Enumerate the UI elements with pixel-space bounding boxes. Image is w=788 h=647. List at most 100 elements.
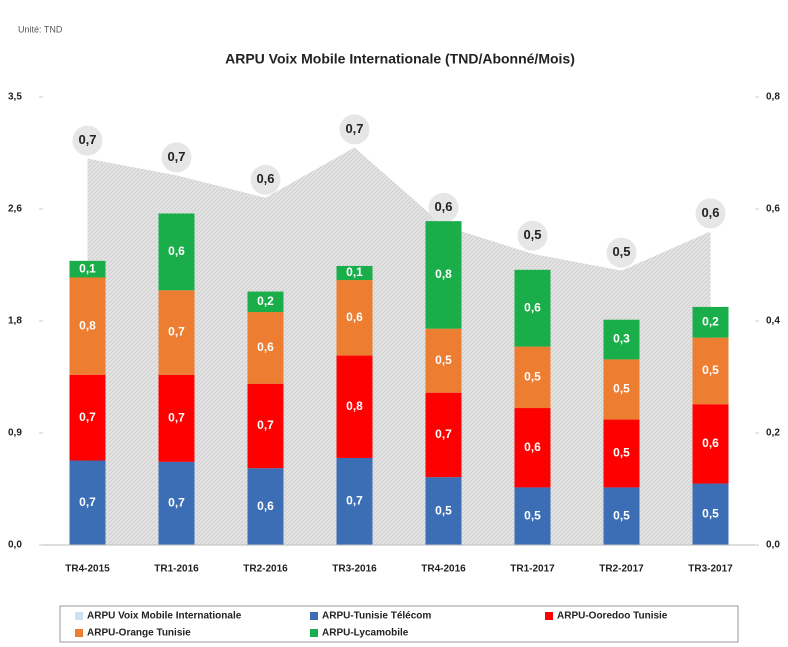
label-bubble xyxy=(72,125,103,156)
area-value-label: 0,5 xyxy=(612,244,630,259)
bar-value-label: 0,7 xyxy=(79,495,96,509)
legend-label: ARPU-Ooredoo Tunisie xyxy=(557,611,668,622)
y2-tick-label: 0,0 xyxy=(766,540,780,551)
bar-segment xyxy=(158,461,195,545)
bar-value-label: 0,7 xyxy=(168,410,185,424)
bar-value-label: 0,7 xyxy=(168,496,185,510)
bar-value-label: 0,5 xyxy=(613,446,630,460)
bar-segment xyxy=(158,374,195,462)
bar-value-label: 0,6 xyxy=(257,499,274,513)
bar-segment xyxy=(692,337,729,405)
area-value-label: 0,5 xyxy=(523,227,541,242)
legend-label: ARPU-Orange Tunisie xyxy=(87,628,191,639)
legend-swatch xyxy=(545,612,553,620)
bar-segment xyxy=(692,483,729,545)
bar-value-label: 0,5 xyxy=(435,503,452,517)
area-value-label: 0,7 xyxy=(167,149,185,164)
label-bubble xyxy=(250,164,281,195)
legend-swatch xyxy=(75,629,83,637)
x-tick-label: TR1-2017 xyxy=(510,564,555,575)
bar-segment xyxy=(425,328,462,393)
label-bubble xyxy=(428,192,459,223)
legend-label: ARPU-Lycamobile xyxy=(322,628,409,639)
bar-segment xyxy=(425,221,462,329)
x-tick-label: TR1-2016 xyxy=(154,564,199,575)
label-bubble xyxy=(517,220,548,251)
bar-value-label: 0,3 xyxy=(613,332,630,346)
area-value-label: 0,6 xyxy=(256,171,274,186)
bar-segment xyxy=(514,269,551,347)
unit-note: Unité: TND xyxy=(18,24,63,34)
bar-value-label: 0,5 xyxy=(613,382,630,396)
area-value-label: 0,6 xyxy=(434,199,452,214)
bar-value-label: 0,8 xyxy=(346,399,363,413)
y-tick-label: 0,9 xyxy=(8,428,22,439)
label-bubble xyxy=(161,142,192,173)
bar-segment xyxy=(425,392,462,478)
bar-segment xyxy=(692,404,729,484)
bar-segment xyxy=(69,277,106,375)
bar-segment xyxy=(514,346,551,409)
bar-segment xyxy=(336,265,373,281)
bar-value-label: 0,2 xyxy=(257,294,274,308)
bar-value-label: 0,5 xyxy=(435,353,452,367)
y-tick-label: 2,6 xyxy=(8,204,22,215)
area-value-label: 0,6 xyxy=(701,205,719,220)
bar-segment xyxy=(514,487,551,545)
y-tick-label: 3,5 xyxy=(8,92,22,103)
bar-segment xyxy=(603,419,640,488)
bar-segment xyxy=(336,457,373,545)
bar-segment xyxy=(247,291,284,313)
chart-title: ARPU Voix Mobile Internationale (TND/Abo… xyxy=(225,51,575,67)
y-tick-label: 0,0 xyxy=(8,540,22,551)
y-tick-label: 1,8 xyxy=(8,316,22,327)
y2-tick-label: 0,2 xyxy=(766,428,780,439)
legend-box xyxy=(59,605,739,643)
legend-label: ARPU-Tunisie Télécom xyxy=(322,611,431,622)
bar-segment xyxy=(336,280,373,356)
y2-tick-label: 0,8 xyxy=(766,92,780,103)
bar-value-label: 0,2 xyxy=(702,314,719,328)
bar-value-label: 0,5 xyxy=(524,369,541,383)
bar-value-label: 0,7 xyxy=(257,418,274,432)
bar-value-label: 0,1 xyxy=(79,261,96,275)
bar-value-label: 0,5 xyxy=(702,506,719,520)
y2-tick-label: 0,6 xyxy=(766,204,780,215)
bar-segment xyxy=(514,408,551,488)
x-tick-label: TR4-2015 xyxy=(65,564,110,575)
x-tick-label: TR4-2016 xyxy=(421,564,466,575)
bar-segment xyxy=(158,290,195,375)
bar-value-label: 0,8 xyxy=(79,318,96,332)
bar-value-label: 0,7 xyxy=(168,325,185,339)
x-tick-label: TR2-2016 xyxy=(243,564,288,575)
bar-segment xyxy=(336,355,373,458)
bar-value-label: 0,6 xyxy=(346,310,363,324)
bar-value-label: 0,8 xyxy=(435,267,452,281)
bar-segment xyxy=(425,477,462,545)
bar-value-label: 0,5 xyxy=(524,508,541,522)
label-bubble xyxy=(606,237,637,268)
x-tick-label: TR3-2017 xyxy=(688,564,733,575)
legend-swatch xyxy=(310,629,318,637)
area-value-label: 0,7 xyxy=(78,132,96,147)
bar-value-label: 0,6 xyxy=(168,244,185,258)
legend-swatch xyxy=(310,612,318,620)
bar-value-label: 0,5 xyxy=(702,363,719,377)
area-value-label: 0,7 xyxy=(345,121,363,136)
bar-value-label: 0,7 xyxy=(79,410,96,424)
bar-value-label: 0,6 xyxy=(257,340,274,354)
x-tick-label: TR2-2017 xyxy=(599,564,644,575)
bar-value-label: 0,7 xyxy=(346,494,363,508)
bar-segment xyxy=(692,306,729,338)
label-bubble xyxy=(339,114,370,145)
bar-segment xyxy=(69,260,106,278)
bar-segment xyxy=(247,312,284,384)
bar-segment xyxy=(69,374,106,461)
bar-value-label: 0,1 xyxy=(346,265,363,279)
bar-segment xyxy=(247,468,284,545)
bar-segment xyxy=(603,319,640,360)
bar-segment xyxy=(603,359,640,420)
area xyxy=(87,147,711,545)
bar-value-label: 0,6 xyxy=(702,436,719,450)
